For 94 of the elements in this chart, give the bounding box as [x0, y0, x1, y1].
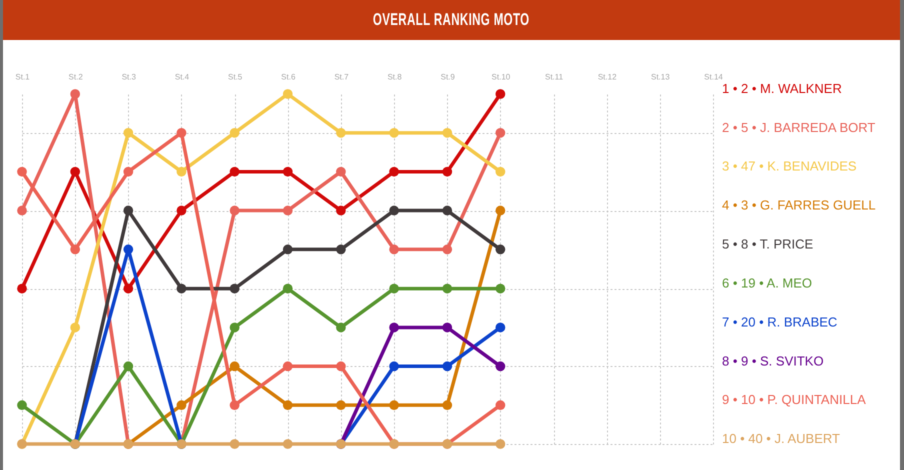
point [496, 89, 506, 99]
point [282, 166, 293, 177]
point [389, 284, 399, 294]
text: 7 • 20 • R. BRABEC [722, 314, 838, 330]
point [123, 206, 134, 216]
point [336, 322, 346, 332]
point [282, 284, 293, 294]
point [282, 244, 293, 254]
title-banner: OVERALL RANKING MOTO [3, 0, 900, 40]
x-tick-label: St.7 [334, 72, 350, 82]
point [230, 206, 240, 216]
x-tick-label: St.4 [174, 72, 190, 82]
point [123, 128, 134, 138]
point [17, 400, 27, 410]
point [496, 400, 506, 410]
point [176, 284, 186, 294]
point [389, 400, 399, 410]
point [17, 166, 27, 177]
point [282, 400, 293, 410]
point [496, 128, 506, 138]
point [389, 206, 399, 216]
point [442, 244, 452, 254]
point [496, 166, 506, 177]
text: 8 • 9 • S. SVITKO [722, 353, 824, 368]
point [176, 166, 186, 177]
point [176, 128, 186, 138]
point [442, 128, 452, 138]
point [70, 322, 80, 332]
x-tick-label: St.10 [492, 72, 511, 82]
x-tick-label: St.5 [228, 72, 243, 82]
point [176, 206, 186, 216]
text: 3 • 47 • K. BENAVIDES [722, 158, 857, 174]
point [123, 284, 134, 294]
text: 10 • 40 • J. AUBERT [722, 431, 840, 446]
point [17, 206, 27, 216]
point [442, 322, 452, 332]
point [496, 439, 506, 449]
point [496, 322, 506, 332]
point [496, 244, 506, 254]
point [70, 166, 80, 177]
x-tick-label: St.8 [387, 72, 402, 82]
point [282, 206, 293, 216]
point [230, 400, 240, 410]
point [496, 284, 506, 294]
x-tick-label: St.11 [544, 72, 564, 82]
text: 6 • 19 • A. MEO [722, 276, 812, 291]
x-tick-label: St.14 [704, 72, 724, 82]
point [70, 89, 80, 99]
point [336, 361, 346, 372]
point [230, 284, 240, 294]
point [123, 361, 134, 372]
point [496, 361, 506, 372]
point [442, 361, 452, 372]
x-tick-label: St.12 [598, 72, 618, 82]
point [282, 361, 293, 372]
point [442, 400, 452, 410]
point [389, 361, 399, 372]
point [336, 206, 346, 216]
point [282, 439, 293, 449]
point [389, 128, 399, 138]
point [230, 361, 240, 372]
point [176, 400, 186, 410]
point [389, 244, 399, 254]
x-tick-label: St.9 [440, 72, 456, 82]
x-tick-label: St.3 [122, 72, 136, 82]
text: 4 • 3 • G. FARRES GUELL [722, 198, 876, 213]
chart-title: OVERALL RANKING MOTO [373, 10, 530, 30]
x-tick-label: St.6 [281, 72, 296, 82]
point [230, 128, 240, 138]
point [123, 244, 134, 254]
point [282, 89, 293, 99]
point [389, 322, 399, 332]
point [123, 166, 134, 177]
point [389, 166, 399, 177]
point [70, 244, 80, 254]
point [17, 284, 27, 294]
point [496, 206, 506, 216]
x-tick-label: St.1 [15, 72, 30, 82]
text: 9 • 10 • P. QUINTANILLA [722, 392, 866, 408]
point [336, 244, 346, 254]
point [230, 166, 240, 177]
point [336, 166, 346, 177]
x-tick-label: St.13 [651, 72, 670, 82]
text: 1 • 2 • M. WALKNER [722, 81, 842, 96]
point [442, 284, 452, 294]
point [336, 128, 346, 138]
point [442, 166, 452, 177]
x-tick-label: St.2 [68, 72, 84, 82]
point [442, 206, 452, 216]
text: 2 • 5 • J. BARREDA BORT [722, 120, 876, 135]
text: 5 • 8 • T. PRICE [722, 236, 814, 252]
point [230, 439, 240, 449]
point [230, 322, 240, 332]
point [336, 400, 346, 410]
